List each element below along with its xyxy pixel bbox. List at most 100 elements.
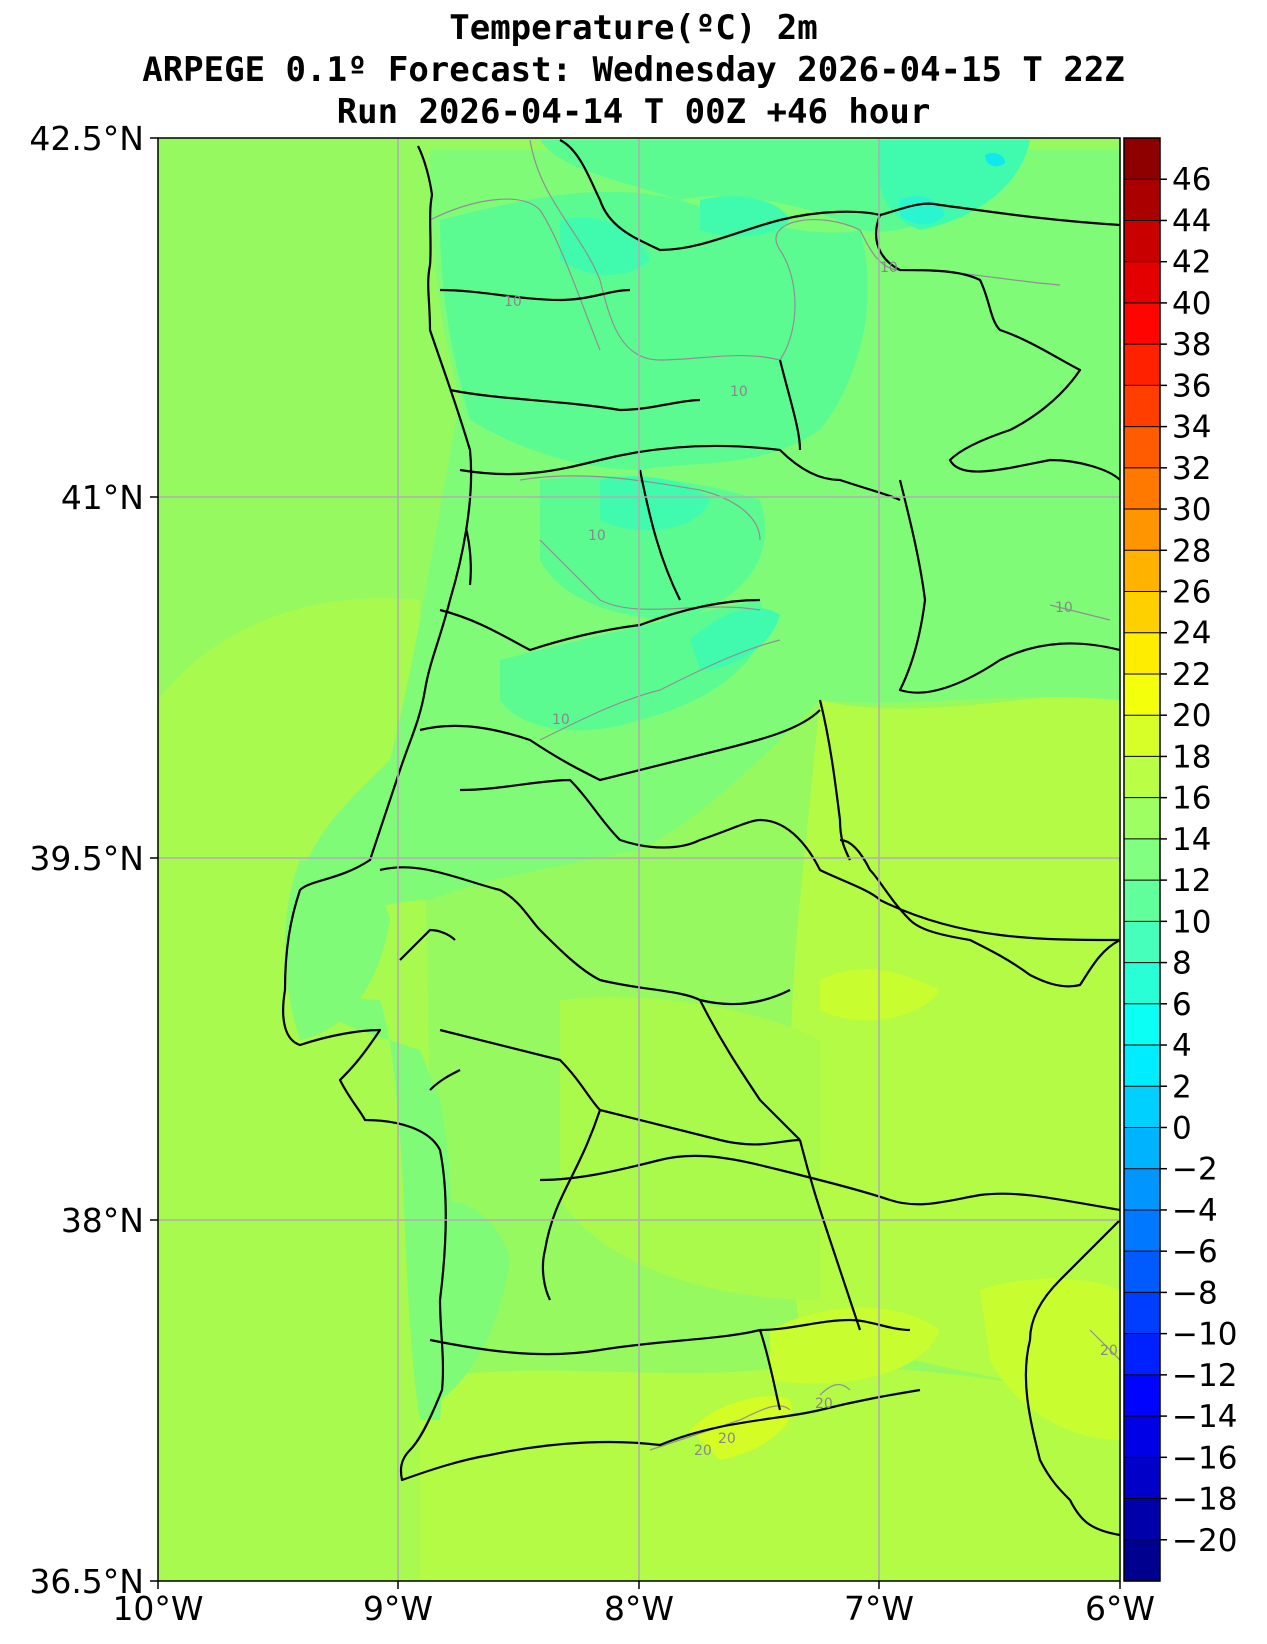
colorbar-segment [1124,344,1160,386]
colorbar-tick-label: 18 [1172,739,1211,775]
lat-tick-label: 36.5°N [29,1562,144,1601]
colorbar-tick-label: 32 [1172,451,1211,487]
lon-tick-label: 9°W [363,1589,433,1628]
colorbar-tick-label: −12 [1172,1358,1237,1394]
colorbar-segment [1124,1086,1160,1129]
warm-south-zone [420,1367,1120,1581]
contour-label: 10 [588,528,606,544]
colorbar-tick-label: 42 [1172,245,1211,281]
colorbar-segment [1124,715,1160,758]
contour-label: 10 [552,712,570,728]
contour-label-group: 10 10 10 10 10 10 20 20 20 20 [504,260,1118,1459]
cool-minho-douro [440,191,868,470]
colorbar-segment [1124,385,1160,428]
colorbar-segment [1124,1127,1160,1170]
lon-tick-label: 6°W [1085,1589,1155,1628]
district-border-north-2 [449,388,701,412]
contour-10-minho [429,198,601,351]
colorbar-tick-label: 12 [1172,863,1211,899]
cold-north-zone-3 [600,476,710,531]
district-border-beira [638,469,681,601]
contour-10-east [1049,604,1111,621]
colorbar-tick-label: 40 [1172,286,1211,322]
latitude-labels: 42.5°N 41°N 39.5°N 38°N 36.5°N [29,119,144,1601]
colorbar-tick-label: 2 [1172,1069,1192,1105]
colorbar-segment [1124,673,1160,716]
district-border-central-3 [459,778,881,901]
contour-label: 10 [504,294,522,310]
colorbar-tick-label: 36 [1172,368,1211,404]
district-border-central-2 [419,709,821,782]
contour-10-estrela [539,639,781,741]
colorbar-segment [1124,756,1160,799]
district-border-alentejo [699,999,801,1141]
axis-ticks [150,137,1121,1589]
contour-20-algarve [649,1405,791,1451]
colorbar-tick-label: 34 [1172,410,1211,446]
hot-spot-east [820,969,940,1021]
contour-label: 20 [694,1443,712,1459]
colorbar-segment [1124,962,1160,1005]
guadiana-border [1024,1219,1120,1537]
administrative-borders [282,139,1120,1537]
colorbar-tick-label: 44 [1172,203,1211,239]
colorbar-tick-label: −18 [1172,1482,1237,1518]
colorbar-segment [1124,1457,1160,1500]
colorbar-segment [1124,1539,1160,1582]
contour-label: 10 [880,260,898,276]
warm-southeast-zone [788,690,1120,1400]
warm-alentejo-zone [560,997,820,1300]
chart-title-line-1: Temperature(ºC) 2m [449,8,818,48]
cold-estrela-peak [690,608,780,670]
district-border-tras-os-montes [778,359,802,451]
colorbar-segment [1124,1003,1160,1046]
district-border-beja [759,1318,911,1332]
colorbar-tick-label: 20 [1172,698,1211,734]
colorbar-tick-label: 28 [1172,533,1211,569]
graticule [158,138,1120,1581]
colorbar-tick-label: −8 [1172,1275,1218,1311]
colorbar-segment [1124,179,1160,222]
lat-tick-label: 38°N [61,1201,144,1240]
cool-southwest-zone [432,1200,510,1400]
hot-spot-algarve-west [690,1396,792,1460]
district-border-south-5 [541,1109,602,1301]
district-border-north-1 [439,288,631,302]
contour-10-douro [519,475,761,541]
contour-label: 20 [718,1431,736,1447]
district-border-south-4 [889,1192,1120,1212]
lat-tick-label: 42.5°N [29,119,144,158]
colorbar-tick-label: 24 [1172,616,1211,652]
district-border-central-1 [439,598,761,652]
colorbar-segment [1124,1209,1160,1252]
colorbar-tick-label: 4 [1172,1028,1192,1064]
colorbar-segment [1124,921,1160,964]
cool-beira-centre [540,476,766,620]
colorbar-segment [1124,426,1160,469]
spain-border-north [559,139,1120,252]
colorbar-segment [1124,220,1160,263]
colorbar-segment [1124,1292,1160,1335]
chart-title-line-2: ARPEGE 0.1º Forecast: Wednesday 2026-04-… [142,50,1125,90]
contour-20-southeast [1089,1329,1120,1361]
colorbar-segment [1124,1168,1160,1211]
cool-coastal-plain [290,150,1120,1420]
contour-10-beira [539,539,761,611]
colorbar-tick-label: 16 [1172,781,1211,817]
colorbar-segment [1124,509,1160,551]
spain-border-east [898,479,1120,694]
colorbar-tick-label: 8 [1172,946,1192,982]
hot-spot-algarve-central [770,1307,940,1384]
colorbar-tick-label: 10 [1172,904,1211,940]
colorbar: 4644424038363432302826242220181614121086… [1123,137,1237,1582]
district-border-south-2 [539,1154,891,1202]
cool-estrela-range [500,600,764,731]
colorbar-tick-label: −2 [1172,1152,1218,1188]
colorbar-tick-label: −14 [1172,1399,1237,1435]
colorbar-tick-label: −16 [1172,1440,1237,1476]
colorbar-segment [1124,1416,1160,1458]
colorbar-segment [1124,550,1160,593]
contour-label: 10 [730,384,748,400]
district-border-south-3 [798,1139,862,1331]
spain-border-southeast [839,838,1120,988]
